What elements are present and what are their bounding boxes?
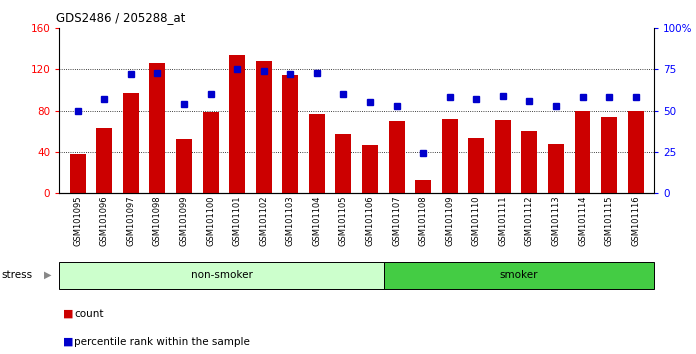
Bar (468, 138, 484, 193)
Bar (283, 75, 299, 193)
Bar (309, 114, 325, 193)
Bar (601, 117, 617, 193)
Text: ▶: ▶ (44, 270, 52, 280)
Text: count: count (74, 309, 104, 319)
Text: ■: ■ (63, 337, 73, 347)
Bar (255, 61, 271, 193)
Bar (96, 128, 112, 193)
Bar (229, 55, 245, 193)
Bar (574, 111, 590, 193)
Bar (383, 262, 654, 289)
Bar (70, 154, 86, 193)
Bar (59, 262, 383, 289)
Bar (415, 179, 431, 193)
Text: GDS2486 / 205288_at: GDS2486 / 205288_at (56, 11, 185, 24)
Bar (495, 120, 511, 193)
Text: ■: ■ (63, 309, 73, 319)
Bar (176, 139, 192, 193)
Bar (521, 131, 537, 193)
Bar (123, 93, 139, 193)
Bar (442, 119, 458, 193)
Bar (335, 134, 351, 193)
Text: stress: stress (1, 270, 33, 280)
Text: non-smoker: non-smoker (191, 270, 253, 280)
Bar (362, 144, 378, 193)
Text: percentile rank within the sample: percentile rank within the sample (74, 337, 251, 347)
Bar (203, 112, 219, 193)
Bar (628, 111, 644, 193)
Text: smoker: smoker (500, 270, 538, 280)
Bar (150, 63, 166, 193)
Bar (388, 121, 404, 193)
Bar (548, 144, 564, 193)
